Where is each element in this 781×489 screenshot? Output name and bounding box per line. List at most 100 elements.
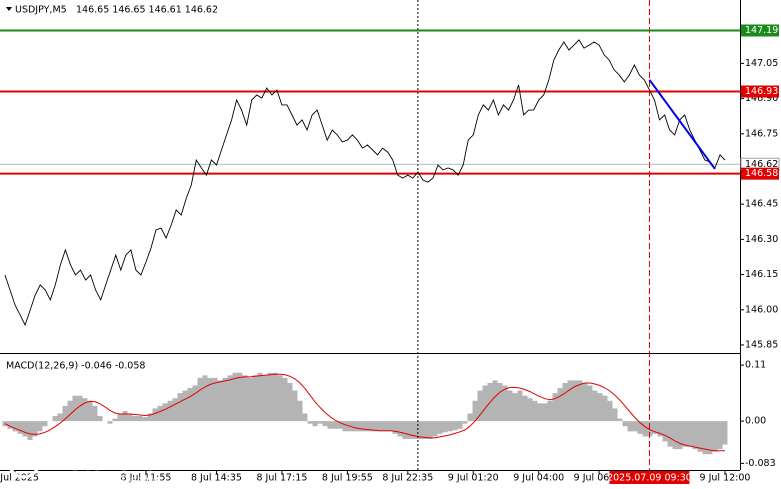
macd-bar <box>657 421 663 437</box>
macd-bar <box>227 375 233 422</box>
price-line <box>4 39 726 327</box>
macd-bar <box>317 421 323 424</box>
macd-bar <box>392 421 398 434</box>
y-tick-label: 146.75 <box>745 128 778 139</box>
macd-bar <box>212 377 218 422</box>
macd-bar <box>407 421 413 439</box>
macd-bar <box>477 390 483 422</box>
macd-bar <box>552 393 558 422</box>
current-price-label: 146.62 <box>745 159 778 170</box>
macd-bar <box>292 390 298 422</box>
macd-bar <box>327 421 333 429</box>
y-tick-label: 145.85 <box>745 339 778 350</box>
macd-bar <box>322 421 328 427</box>
macd-bar <box>22 421 28 437</box>
macd-bar <box>682 421 688 447</box>
macd-bar <box>242 375 248 422</box>
header-arrow <box>6 7 12 11</box>
macd-bar <box>367 421 373 432</box>
macd-bar <box>612 408 618 422</box>
macd-bar <box>512 393 518 422</box>
macd-bar <box>422 421 428 439</box>
macd-bar <box>717 421 723 450</box>
macd-bar <box>147 413 153 422</box>
macd-bar <box>62 405 68 422</box>
macd-bar <box>277 375 283 422</box>
macd-bar <box>492 380 498 422</box>
macd-bar <box>432 421 438 437</box>
macd-bar <box>112 418 118 422</box>
macd-bar <box>222 377 228 422</box>
macd-bar <box>177 393 183 422</box>
macd-bar <box>257 372 263 422</box>
macd-bar <box>52 416 58 422</box>
level-box <box>741 24 779 37</box>
macd-bar <box>627 421 633 432</box>
macd-bar <box>547 400 553 422</box>
y-tick-label: 146.45 <box>745 199 778 210</box>
macd-bar <box>532 400 538 422</box>
macd-bar <box>172 398 178 422</box>
macd-bar <box>57 413 63 422</box>
macd-bar <box>92 405 98 422</box>
level-box <box>741 85 779 98</box>
macd-title: MACD(12,26,9) -0.046 -0.058 <box>6 361 145 372</box>
x-tick-label: 9 Jul 12:00 <box>700 473 751 484</box>
macd-bar <box>572 380 578 422</box>
macd-bar <box>537 403 543 422</box>
macd-bar <box>462 421 468 424</box>
signal-line <box>4 373 725 452</box>
x-tick-label: 8 Jul 14:35 <box>191 473 242 484</box>
x-tick-label: 8 Jul 2025 <box>0 473 39 484</box>
time-marker-label: 2025.07.09 09:30 <box>607 473 692 484</box>
macd-bar <box>97 416 103 422</box>
macd-bar <box>642 421 648 437</box>
macd-bar <box>497 382 503 422</box>
macd-bar <box>77 395 83 422</box>
macd-bar <box>342 421 348 432</box>
x-tick-label: 9 Jul 06:40 <box>574 473 625 484</box>
macd-bar <box>232 372 238 422</box>
y-tick-label: 0.00 <box>745 416 766 427</box>
macd-bar <box>282 377 288 422</box>
macd-bar <box>622 421 628 427</box>
macd-bar <box>587 385 593 422</box>
macd-bar <box>157 405 163 422</box>
macd-bar <box>162 403 168 422</box>
macd-bar <box>607 400 613 422</box>
logo-name: instaforex <box>44 444 174 477</box>
macd-bar <box>67 400 73 422</box>
macd-bar <box>287 382 293 422</box>
macd-bar <box>387 421 393 432</box>
macd-bar <box>252 375 258 422</box>
macd-bar <box>557 388 563 422</box>
macd-bar <box>357 421 363 432</box>
macd-bar <box>307 421 313 424</box>
macd-bar <box>582 382 588 422</box>
macd-bar <box>42 421 48 427</box>
macd-bar <box>677 421 683 450</box>
macd-bar <box>507 390 513 422</box>
macd-bar <box>152 408 158 422</box>
macd-bar <box>237 372 243 422</box>
macd-bar <box>207 377 213 422</box>
x-tick-label: 8 Jul 17:15 <box>256 473 307 484</box>
macd-bar <box>182 390 188 422</box>
macd-bar <box>617 418 623 422</box>
macd-bar <box>662 421 668 442</box>
macd-bar <box>87 400 93 422</box>
macd-bar <box>562 382 568 422</box>
macd-bar <box>712 421 718 452</box>
macd-bar <box>652 421 658 434</box>
y-tick-label: 146.15 <box>745 269 778 280</box>
logo-icon <box>7 445 41 479</box>
macd-bar <box>297 400 303 422</box>
macd-bar <box>142 417 148 422</box>
ohlc: 146.65 146.65 146.61 146.62 <box>76 5 218 16</box>
macd-bar <box>517 390 523 422</box>
y-tick-label: 146.90 <box>745 93 778 104</box>
macd-bar <box>672 421 678 450</box>
time-marker-box <box>609 471 690 484</box>
